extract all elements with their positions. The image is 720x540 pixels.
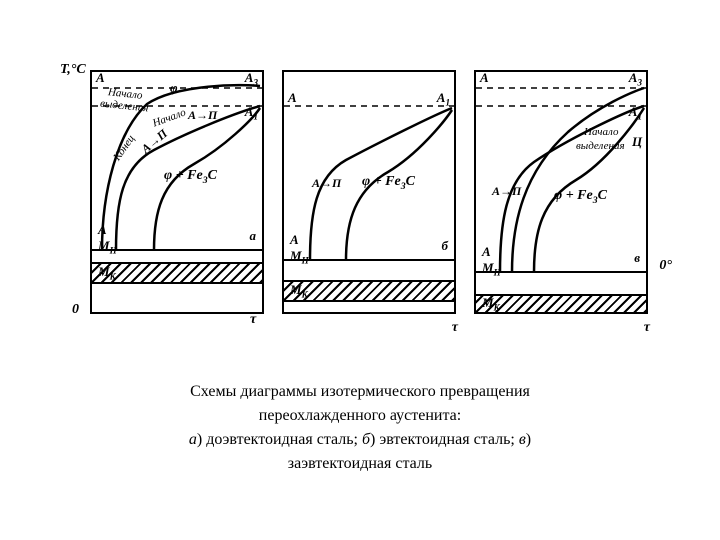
panel-v-hatch [476, 294, 646, 314]
panel-b-AP: А→П [312, 176, 341, 191]
panel-v-A1: А1 [629, 104, 642, 122]
panel-a-A-top: А [96, 70, 105, 86]
y-axis-label: T,°C [60, 62, 86, 78]
panel-b: А А1 А→П φ + Fe3C А MН б MК τ [282, 70, 456, 314]
panel-v-phase: φ + Fe3C [554, 188, 607, 206]
panel-a-A-left: А [98, 222, 107, 238]
origin-left: 0 [72, 302, 79, 318]
caption-a-text: ) доэвтектоидная сталь; [197, 431, 362, 448]
caption-b-text: ) эвтектоидная сталь; [370, 431, 519, 448]
panel-v-A3: А3 [629, 70, 642, 88]
panel-b-Mk: MК [290, 282, 308, 300]
panel-v-note-start: Начало [584, 126, 618, 138]
panel-a-tau: τ [250, 312, 256, 328]
panel-b-phase: φ + Fe3C [362, 174, 415, 192]
panel-b-A-left: А [290, 232, 299, 248]
caption-b-italic: б [362, 431, 370, 448]
panel-v-Mk: MК [482, 295, 500, 313]
panel-a-A1: А1 [245, 104, 258, 122]
panel-b-tau: τ [452, 320, 458, 336]
origin-right: 0° [659, 258, 672, 274]
panel-a-AP-upper: А→П [188, 108, 217, 123]
panel-b-A1: А1 [437, 90, 450, 108]
caption-v-text: ) [526, 431, 531, 448]
panel-v-AP: А→П [492, 184, 521, 199]
panel-b-hatch [284, 280, 454, 302]
caption-a-italic: а [189, 431, 197, 448]
panel-v: А А3 А1 Начало выделения Ц А→П φ + Fe3C … [474, 70, 648, 314]
panel-a-phase: φ + Fe3C [164, 168, 217, 186]
caption-v-italic: в [519, 431, 526, 448]
panel-a-A3: А3 [245, 70, 258, 88]
panel-a-Mn: MН [98, 238, 117, 256]
panel-v-C: Ц [632, 134, 642, 150]
caption-line3: а) доэвтектоидная сталь; б) эвтектоидная… [0, 428, 720, 452]
caption: Схемы диаграммы изотермического превраще… [0, 380, 720, 476]
panel-a-Mk: MК [98, 264, 116, 282]
panel-a-tag: а [250, 228, 257, 244]
panel-b-Mn: MН [290, 248, 309, 266]
caption-line1: Схемы диаграммы изотермического превраще… [0, 380, 720, 404]
panel-v-tau: τ [644, 320, 650, 336]
panel-b-svg [284, 72, 454, 312]
panel-v-A-left: А [482, 244, 491, 260]
caption-line2: переохлажденного аустенита: [0, 404, 720, 428]
panel-b-A-top: А [288, 90, 297, 106]
panels-row: А А3 А1 φ Начало выделения Начало А→П Ко… [90, 70, 648, 314]
caption-line4: заэвтектоидная сталь [0, 452, 720, 476]
panel-b-tag: б [442, 238, 449, 254]
panel-a-hatch [92, 262, 262, 284]
panel-v-Mn: MН [482, 260, 501, 278]
panel-v-A-top: А [480, 70, 489, 86]
panel-a-phi: φ [170, 80, 178, 96]
diagram-page: T,°C 0 А А3 А1 φ Нача [0, 0, 720, 540]
panel-v-note-emission: выделения [576, 140, 625, 152]
panel-v-tag: в [634, 250, 640, 266]
panel-a: А А3 А1 φ Начало выделения Начало А→П Ко… [90, 70, 264, 314]
